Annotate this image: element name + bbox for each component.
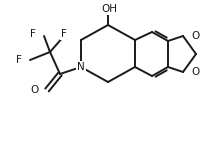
Text: O: O: [191, 67, 199, 77]
Text: F: F: [16, 55, 22, 65]
Text: OH: OH: [101, 4, 117, 14]
Text: N: N: [77, 62, 85, 72]
Text: F: F: [61, 29, 67, 39]
Text: F: F: [30, 29, 36, 39]
Text: O: O: [31, 85, 39, 95]
Text: O: O: [191, 31, 199, 41]
